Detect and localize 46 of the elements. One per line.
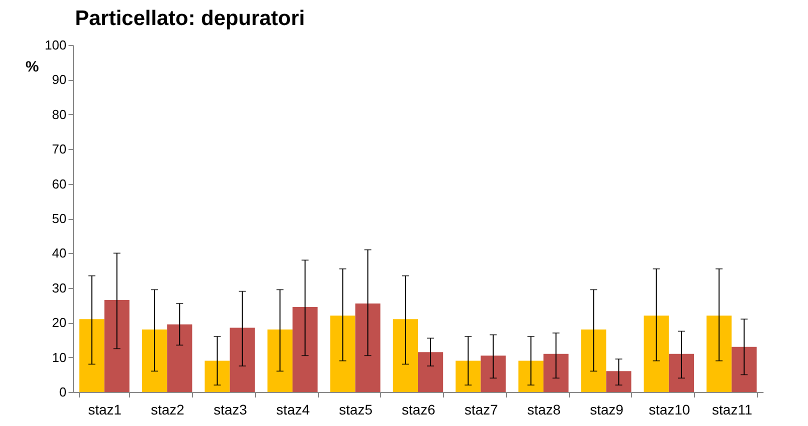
bar xyxy=(581,330,606,392)
bar xyxy=(204,360,230,392)
y-tick-label: 50 xyxy=(52,211,66,226)
x-tick-label: staz9 xyxy=(590,402,624,418)
x-tick-label: staz10 xyxy=(648,402,690,418)
bar xyxy=(668,354,694,392)
y-tick-label: 80 xyxy=(52,106,66,122)
x-tick-label: staz5 xyxy=(339,402,373,418)
y-tick-label: 30 xyxy=(52,280,66,296)
y-tick-label: 70 xyxy=(52,142,66,157)
y-tick-label: 10 xyxy=(52,350,66,365)
bar xyxy=(292,306,318,392)
bar xyxy=(330,316,356,392)
bar xyxy=(480,356,506,392)
bar xyxy=(518,360,544,392)
x-tick-label: staz4 xyxy=(276,402,310,418)
bar xyxy=(418,352,444,392)
x-tick-label: staz2 xyxy=(150,402,185,418)
bar xyxy=(644,316,669,392)
y-tick-label: 0 xyxy=(59,384,66,400)
x-tick-label: staz11 xyxy=(712,402,752,418)
bar xyxy=(706,316,732,392)
bar xyxy=(543,354,569,392)
bar xyxy=(167,324,192,392)
bar xyxy=(79,319,104,392)
y-tick-label: 60 xyxy=(52,176,66,192)
x-tick-label: staz8 xyxy=(527,402,561,418)
x-tick-label: staz6 xyxy=(402,402,436,418)
bar xyxy=(267,330,293,392)
bar xyxy=(355,304,380,392)
bar xyxy=(392,319,418,392)
bar xyxy=(456,360,481,392)
bar xyxy=(142,330,168,392)
bar xyxy=(732,346,757,392)
chart-title: Particellato: depuratori xyxy=(75,7,305,30)
y-tick-label: 40 xyxy=(52,246,66,261)
bar xyxy=(606,371,632,392)
y-axis-title: % xyxy=(26,58,39,76)
y-tick-label: 20 xyxy=(52,315,66,330)
bar xyxy=(230,328,255,392)
x-tick-label: staz7 xyxy=(464,402,498,418)
x-tick-label: staz1 xyxy=(88,402,122,418)
x-tick-label: staz3 xyxy=(214,402,248,418)
y-tick-label: 100 xyxy=(44,38,66,52)
y-tick-label: 90 xyxy=(52,72,66,88)
bar xyxy=(104,300,130,392)
